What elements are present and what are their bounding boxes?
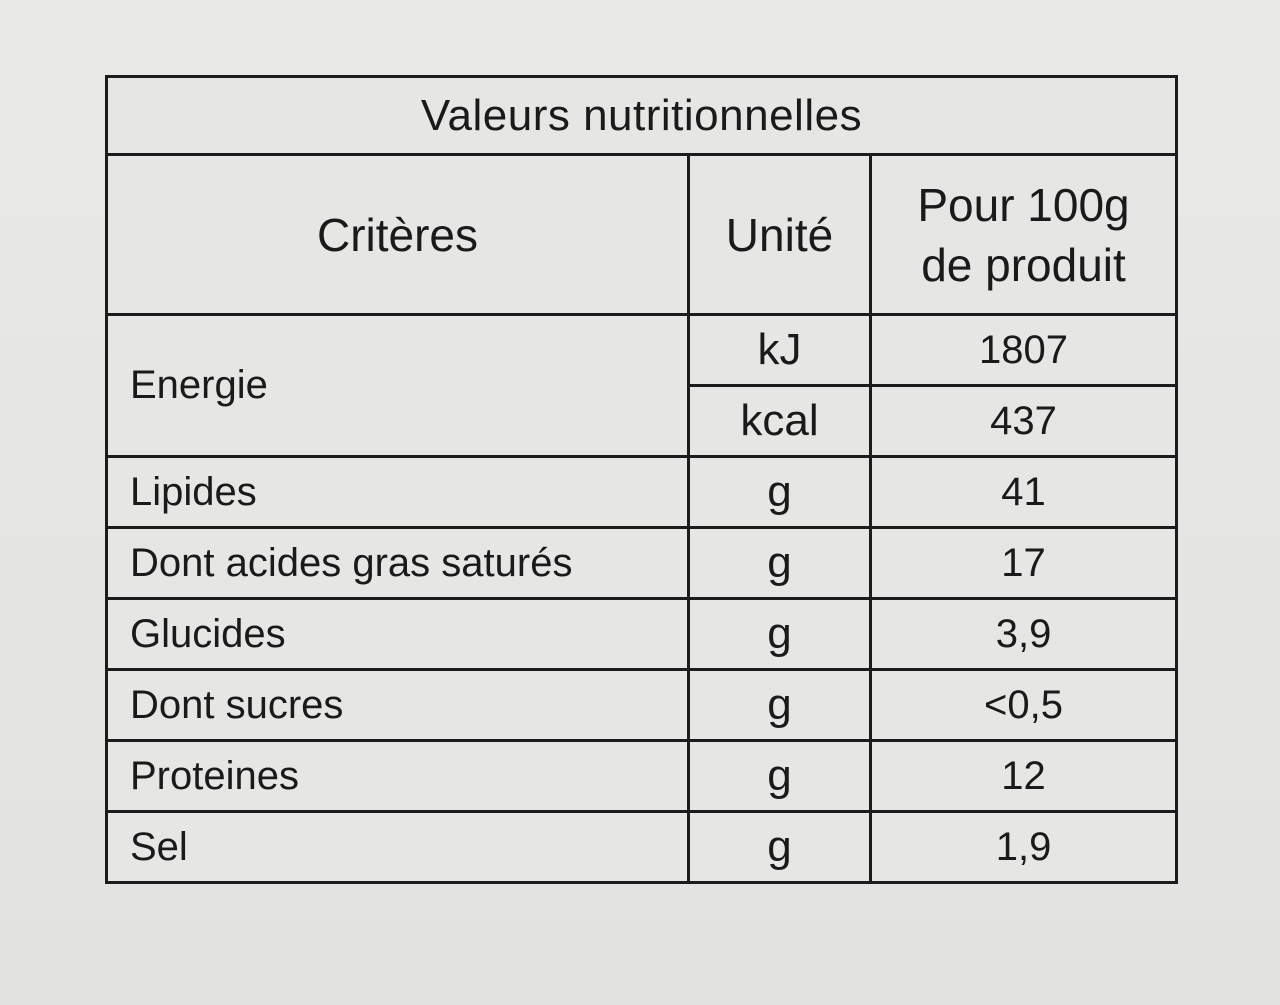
value-cell: 17 [868, 526, 1179, 600]
unit-cell: g [687, 810, 872, 884]
energy-unit-kj: kJ [687, 313, 872, 387]
criteria-cell: Sel [105, 810, 690, 884]
header-unit: Unité [687, 153, 872, 316]
energy-value-kcal: 437 [868, 384, 1179, 458]
unit-cell: g [687, 597, 872, 671]
header-value-line2: de produit [921, 238, 1126, 291]
header-value: Pour 100g de produit [868, 153, 1179, 316]
title-row: Valeurs nutritionnelles [104, 75, 1179, 156]
header-criteria: Critères [105, 153, 690, 316]
nutrition-table: Valeurs nutritionnelles Critères Unité P… [104, 75, 1179, 884]
criteria-cell: Lipides [105, 455, 690, 529]
criteria-cell: Dont acides gras saturés [105, 526, 690, 600]
value-cell: 1,9 [868, 810, 1179, 884]
criteria-cell: Proteines [105, 739, 690, 813]
table-row-energy-kj: Energie kJ 1807 [105, 313, 1179, 458]
table-row: Glucides g 3,9 [105, 597, 1179, 671]
table-row: Dont acides gras saturés g 17 [105, 526, 1179, 600]
header-row: Critères Unité Pour 100g de produit [105, 153, 1179, 316]
table-row: Lipides g 41 [105, 455, 1179, 529]
energy-value-kj: 1807 [868, 313, 1179, 387]
unit-cell: g [687, 526, 872, 600]
value-cell: 12 [868, 739, 1179, 813]
value-cell: 41 [868, 455, 1179, 529]
criteria-cell: Dont sucres [105, 668, 690, 742]
table-row: Proteines g 12 [105, 739, 1179, 813]
table-row: Sel g 1,9 [105, 810, 1179, 884]
unit-cell: g [687, 455, 872, 529]
table-row-energy-kcal: kcal 437 [107, 384, 1179, 458]
value-cell: <0,5 [868, 668, 1179, 742]
unit-cell: g [687, 668, 872, 742]
energy-unit-kcal: kcal [687, 384, 872, 458]
header-value-line1: Pour 100g [917, 178, 1130, 231]
value-cell: 3,9 [868, 597, 1179, 671]
criteria-cell: Glucides [105, 597, 690, 671]
unit-cell: g [687, 739, 872, 813]
table-row: Dont sucres g <0,5 [105, 668, 1179, 742]
table-title: Valeurs nutritionnelles [104, 75, 1179, 156]
energy-label: Energie [105, 313, 690, 458]
